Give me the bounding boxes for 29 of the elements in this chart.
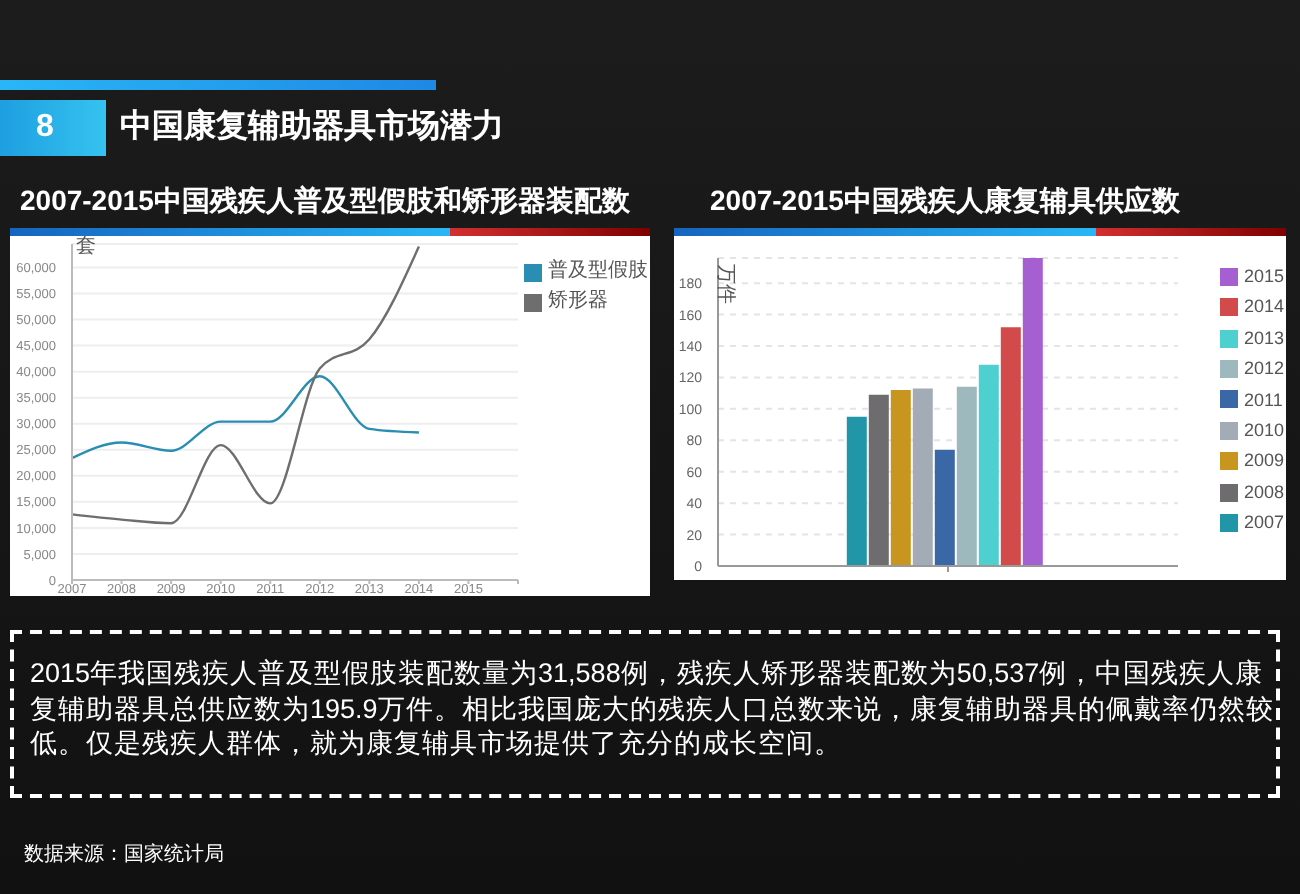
legend-label: 2009 (1243, 450, 1284, 471)
legend-label: 2014 (1243, 296, 1284, 317)
line-series (72, 375, 421, 460)
chart-title: 2007-2015中国残疾人康复辅具供应数 (710, 184, 1180, 216)
legend-label: 矫形器 (548, 290, 608, 312)
bar (1022, 258, 1043, 566)
legend-label: 2007 (1243, 512, 1284, 533)
bar (890, 390, 911, 566)
bar (934, 449, 955, 566)
bar (868, 394, 889, 566)
source-note: 数据来源：国家统计局 (24, 844, 224, 866)
legend-label: 2011 (1243, 389, 1283, 410)
text: 2015年我国残疾人普及型假肢装配数量为31,588例，残疾人矫形器装配数为50,537例，中国残疾人康复辅助器具总供应数为195.9万件。相比我国庞大的残疾人口总数来说，康复辅助器具的佩戴率仍然较低。仅是残疾人群体，就为康复辅具市场提供了充分的成长空间。 (30, 658, 1274, 758)
legend-label: 2015 (1243, 266, 1284, 286)
legend-label: 2010 (1243, 419, 1284, 440)
bar (912, 388, 933, 566)
y-axis-title: 套 (76, 236, 96, 258)
legend-label: 2012 (1243, 358, 1284, 379)
legend-label: 普及型假肢 (548, 260, 648, 282)
bar (846, 416, 867, 566)
text: 8 (36, 110, 54, 144)
text: 中国康复辅助器具市场潜力 (120, 110, 504, 144)
y-axis-title: 万件 (714, 264, 736, 304)
bar (978, 364, 999, 566)
chart-title: 2007-2015中国残疾人普及型假肢和矫形器装配数 (20, 184, 630, 216)
bar (1000, 327, 1021, 566)
legend-label: 2013 (1243, 327, 1284, 348)
bar (956, 386, 977, 566)
legend-label: 2008 (1243, 481, 1284, 502)
